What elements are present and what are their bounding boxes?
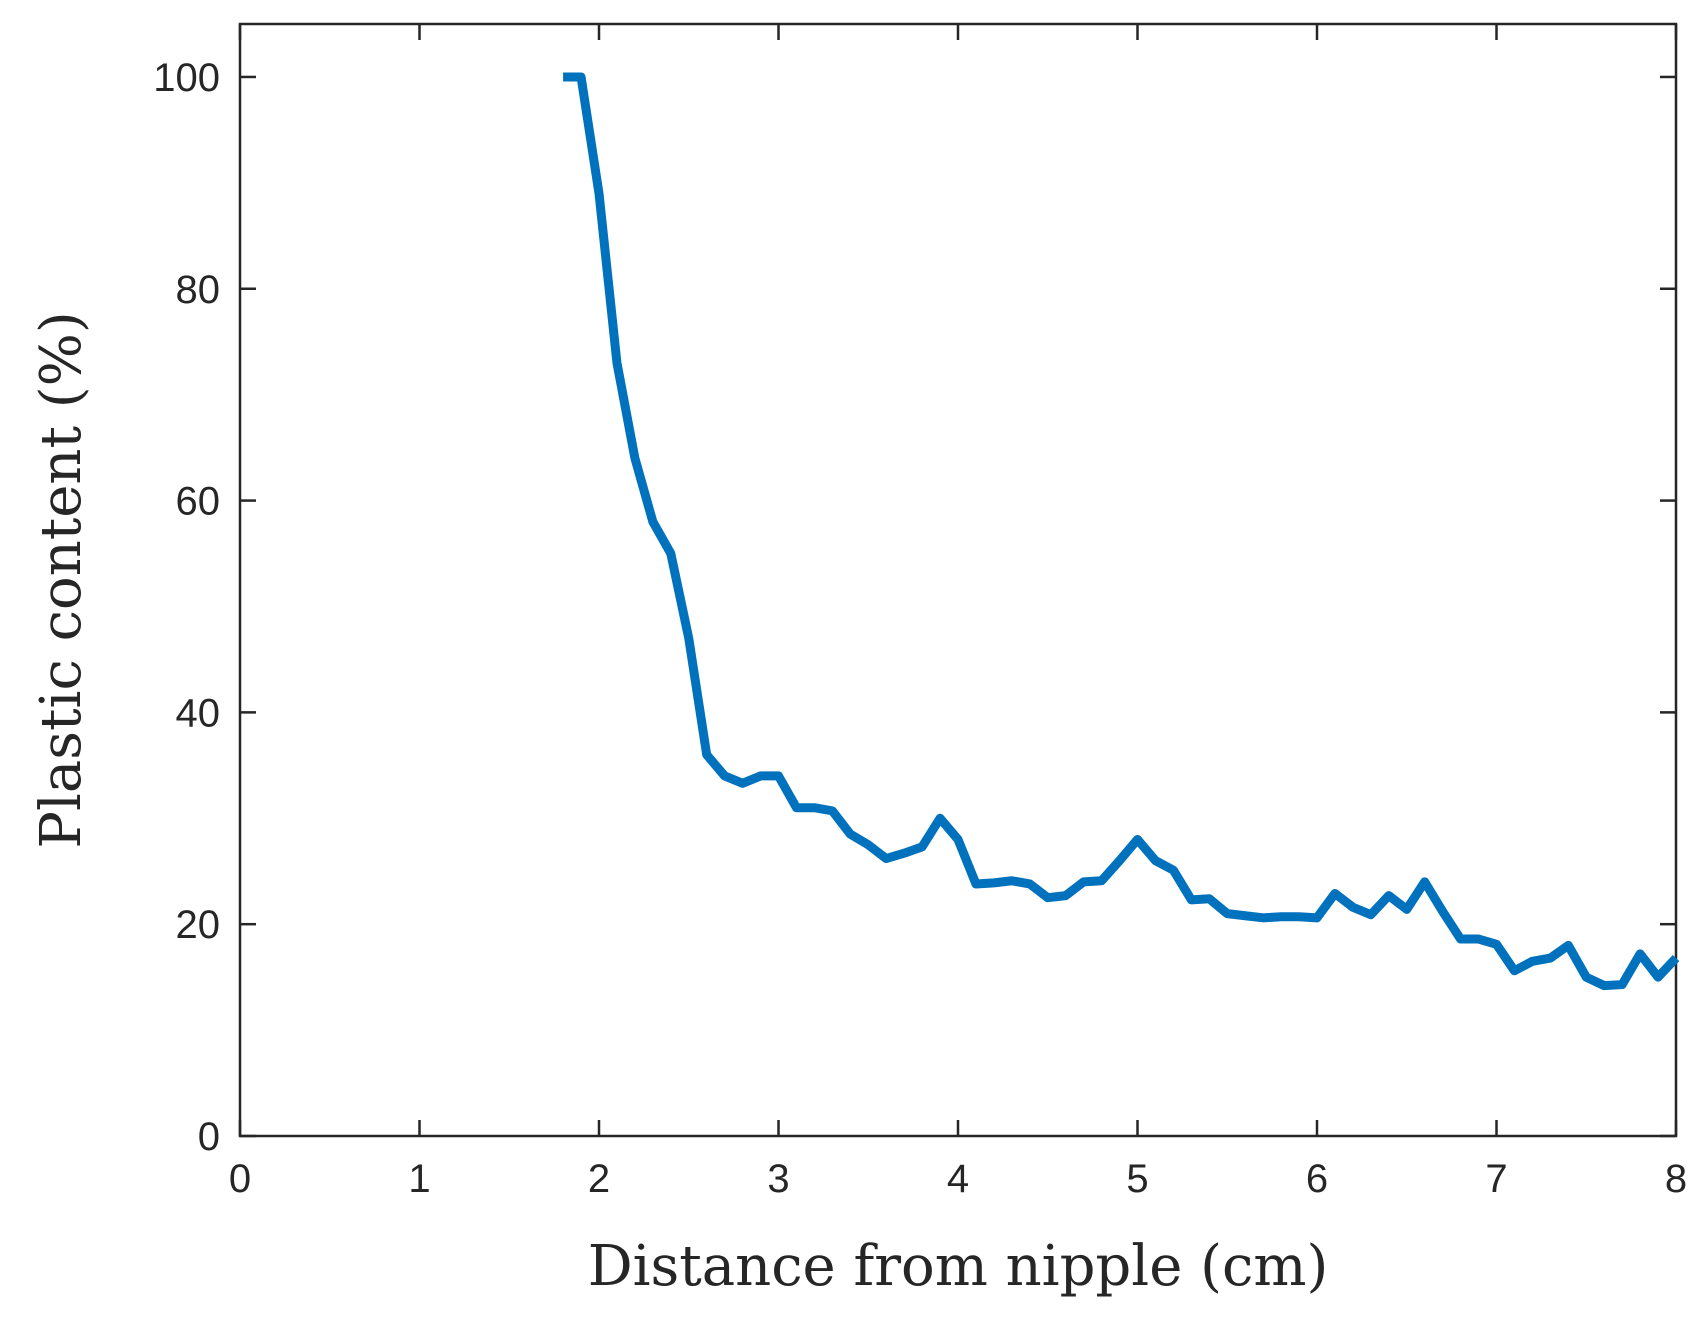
x-tick-label-7: 7 [1485,1157,1507,1201]
x-tick-label-5: 5 [1126,1157,1148,1201]
y-tick-label-40: 40 [176,691,221,735]
plot-area [238,22,1678,1138]
y-tick-label-60: 60 [176,480,221,524]
y-tick-label-100: 100 [153,56,220,100]
y-axis-ticks: 0 20 40 60 80 100 [153,56,1676,1159]
y-tick-label-80: 80 [176,268,221,312]
y-tick-label-0: 0 [198,1115,220,1159]
x-tick-label-4: 4 [947,1157,969,1201]
y-axis-label: Plastic content (%) [29,311,94,848]
x-tick-label-2: 2 [588,1157,610,1201]
x-axis-ticks: 0 1 2 3 4 5 6 7 8 [229,24,1687,1201]
x-tick-label-1: 1 [408,1157,430,1201]
x-tick-label-8: 8 [1665,1157,1687,1201]
series-line [563,72,1680,991]
x-tick-label-6: 6 [1306,1157,1328,1201]
x-axis-label: Distance from nipple (cm) [588,1234,1329,1299]
y-tick-label-20: 20 [176,903,221,947]
x-tick-label-0: 0 [229,1157,251,1201]
x-tick-label-3: 3 [767,1157,789,1201]
